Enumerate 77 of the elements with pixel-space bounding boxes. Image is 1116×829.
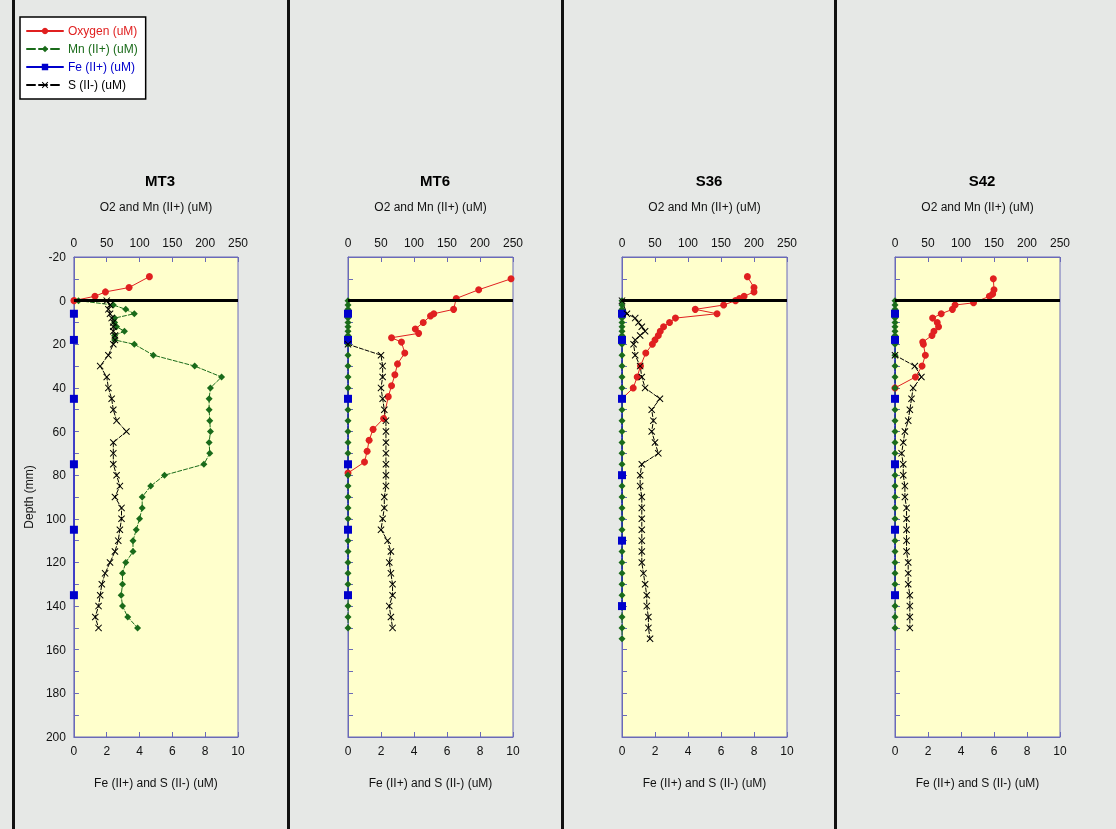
y-tick-label: 180 [45,686,67,701]
x2-tick-label: 100 [950,236,972,250]
x2-tick-label: 200 [743,236,765,250]
x-tick-label: 4 [136,744,144,758]
y-tick-label: 80 [52,468,67,483]
chart-title: S36 [695,172,723,189]
x-tick-label: 4 [957,744,965,758]
chart-title: MT6 [420,172,450,189]
x2-tick-label: 250 [776,236,798,250]
y-tick-label: 120 [45,555,67,570]
x-tick-label: 0 [70,744,78,758]
x2-tick-label: 50 [921,236,935,250]
y-axis-title: Depth (mm) [22,465,36,529]
x-tick-label: 8 [476,744,484,758]
x2-tick-label: 50 [648,236,662,250]
x-tick-label: 4 [684,744,692,758]
x2-tick-label: 250 [1049,236,1071,250]
x-tick-label: 6 [990,744,998,758]
x-tick-label: 0 [344,744,352,758]
x2-tick-label: 150 [710,236,732,250]
x2-tick-label: 50 [374,236,388,250]
x2-tick-label: 200 [195,236,216,250]
x2-tick-label: 0 [618,236,626,250]
legend-label: S (II-) (uM) [68,78,126,92]
x-tick-label: 8 [201,744,209,758]
x2-tick-label: 0 [344,236,352,250]
y-tick-label: 160 [45,642,67,657]
x2-tick-label: 0 [891,236,899,250]
x-tick-label: 2 [103,744,111,758]
x2-tick-label: 100 [403,236,425,250]
legend-label: Oxygen (uM) [68,24,138,38]
x2-axis-title: O2 and Mn (II+) (uM) [648,200,761,214]
x-tick-label: 6 [169,744,177,758]
x-tick-label: 0 [618,744,626,758]
x-axis-title: Fe (II+) and S (II-) (uM) [94,776,218,790]
x2-tick-label: 200 [1016,236,1038,250]
x2-axis-title: O2 and Mn (II+) (uM) [921,200,1034,214]
x-tick-label: 8 [750,744,758,758]
x-tick-label: 2 [651,744,659,758]
legend-label: Mn (II+) (uM) [68,42,138,56]
x-tick-label: 2 [377,744,385,758]
x-tick-label: 6 [443,744,451,758]
x-tick-label: 8 [1023,744,1031,758]
y-tick-label: 60 [52,424,67,439]
legend-label: Fe (II+) (uM) [68,60,136,74]
x-tick-label: 10 [231,744,245,758]
y-tick-label: 100 [45,511,67,526]
x2-tick-label: 250 [502,236,524,250]
y-tick-label: 20 [52,337,67,352]
x2-tick-label: 50 [100,236,114,250]
y-tick-label: 200 [45,730,67,744]
x-tick-label: 0 [891,744,899,758]
x-tick-label: 4 [410,744,418,758]
x2-tick-label: 150 [983,236,1005,250]
x-tick-label: 10 [780,744,794,758]
x-axis-title: Fe (II+) and S (II-) (uM) [368,776,493,790]
x-tick-label: 10 [1053,744,1067,758]
chart-title: S42 [968,172,996,189]
y-tick-label: 140 [45,599,67,614]
x-tick-label: 6 [717,744,725,758]
x2-axis-title: O2 and Mn (II+) (uM) [99,200,213,214]
x2-axis-title: O2 and Mn (II+) (uM) [374,200,487,214]
y-tick-label: 0 [59,293,67,308]
x-axis-title: Fe (II+) and S (II-) (uM) [915,776,1040,790]
x2-tick-label: 0 [70,236,78,250]
y-tick-label: 40 [52,380,67,395]
x2-tick-label: 100 [677,236,699,250]
chart-title: MT3 [145,172,175,189]
x2-tick-label: 150 [162,236,183,250]
x2-tick-label: 250 [227,236,249,250]
y-tick-label: -20 [48,250,67,264]
x-axis-title: Fe (II+) and S (II-) (uM) [642,776,767,790]
x-tick-label: 10 [506,744,520,758]
x-tick-label: 2 [924,744,932,758]
x2-tick-label: 200 [469,236,491,250]
x2-tick-label: 100 [129,236,150,250]
x2-tick-label: 150 [436,236,458,250]
